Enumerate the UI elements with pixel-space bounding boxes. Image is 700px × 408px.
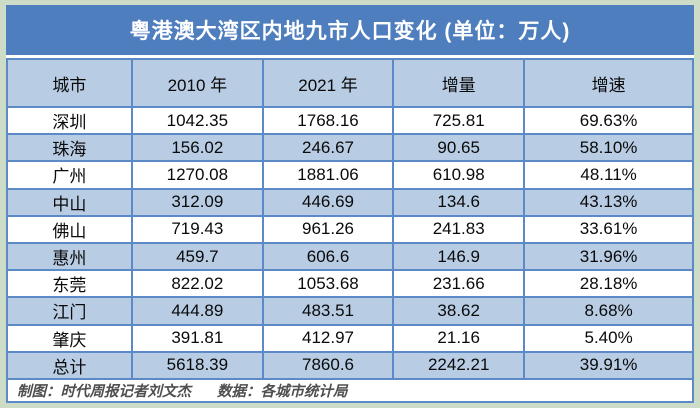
- table-body: 深圳 1042.35 1768.16 725.81 69.63% 珠海 156.02 246.…: [6, 105, 694, 381]
- col-header-2021: 2021 年: [261, 58, 395, 108]
- table-cell: 58.10%: [523, 133, 694, 163]
- table-cell: 48.11%: [523, 160, 694, 190]
- table-cell: 69.63%: [523, 105, 694, 136]
- table-cell: 822.02: [130, 269, 264, 299]
- col-header-growth-rate: 增速: [523, 58, 694, 108]
- table-cell: 312.09: [130, 187, 264, 217]
- table-cell: 中山: [6, 187, 133, 217]
- table-cell: 总计: [6, 350, 133, 381]
- table-row: 东莞 822.02 1053.68 231.66 28.18%: [6, 269, 694, 299]
- table-cell: 241.83: [392, 214, 526, 244]
- table-row: 江门 444.89 483.51 38.62 8.68%: [6, 296, 694, 326]
- header-row: 城市 2010 年 2021 年 增量 增速: [6, 58, 694, 108]
- table-cell: 156.02: [130, 133, 264, 163]
- table-cell: 606.6: [261, 241, 395, 272]
- table-cell: 446.69: [261, 187, 395, 217]
- col-header-increase: 增量: [392, 58, 526, 108]
- table-card: 粤港澳大湾区内地九市人口变化 (单位：万人) 城市 2010 年 2021 年 …: [6, 5, 694, 403]
- table-row: 珠海 156.02 246.67 90.65 58.10%: [6, 133, 694, 163]
- table-row: 肇庆 391.81 412.97 21.16 5.40%: [6, 323, 694, 353]
- table-cell: 38.62: [392, 296, 526, 326]
- title-divider: [6, 55, 694, 58]
- col-header-city: 城市: [6, 58, 133, 108]
- table-cell: 深圳: [6, 105, 133, 136]
- table-cell: 610.98: [392, 160, 526, 190]
- table-cell: 5.40%: [523, 323, 694, 353]
- table-cell: 1042.35: [130, 105, 264, 136]
- table-cell: 珠海: [6, 133, 133, 163]
- table-cell: 39.91%: [523, 350, 694, 381]
- table-cell: 31.96%: [523, 241, 694, 272]
- credit-text: 制图：时代周报记者刘文杰: [17, 384, 191, 400]
- footer-cell: 制图：时代周报记者刘文杰 数据：各城市统计局: [6, 378, 694, 403]
- table-cell: 444.89: [130, 296, 264, 326]
- table-cell: 肇庆: [6, 323, 133, 353]
- table-cell: 2242.21: [392, 350, 526, 381]
- population-table: 城市 2010 年 2021 年 增量 增速 深圳 1042.35 1768.16 7…: [6, 58, 694, 403]
- table-cell: 43.13%: [523, 187, 694, 217]
- table-cell: 惠州: [6, 241, 133, 272]
- table-cell: 33.61%: [523, 214, 694, 244]
- page-title: 粤港澳大湾区内地九市人口变化 (单位：万人): [129, 20, 571, 43]
- table-cell: 江门: [6, 296, 133, 326]
- table-cell: 90.65: [392, 133, 526, 163]
- table-cell: 231.66: [392, 269, 526, 299]
- table-cell: 1053.68: [261, 269, 395, 299]
- table-cell: 1270.08: [130, 160, 264, 190]
- table-cell: 1881.06: [261, 160, 395, 190]
- table-cell: 7860.6: [261, 350, 395, 381]
- footer-row: 制图：时代周报记者刘文杰 数据：各城市统计局: [6, 378, 694, 403]
- table-cell: 146.9: [392, 241, 526, 272]
- table-cell: 5618.39: [130, 350, 264, 381]
- table-cell: 483.51: [261, 296, 395, 326]
- table-cell: 21.16: [392, 323, 526, 353]
- title-bar: 粤港澳大湾区内地九市人口变化 (单位：万人): [6, 5, 694, 55]
- table-cell: 459.7: [130, 241, 264, 272]
- table-row: 深圳 1042.35 1768.16 725.81 69.63%: [6, 105, 694, 136]
- table-cell: 东莞: [6, 269, 133, 299]
- table-row: 中山 312.09 446.69 134.6 43.13%: [6, 187, 694, 217]
- table-cell: 391.81: [130, 323, 264, 353]
- table-cell: 246.67: [261, 133, 395, 163]
- table-cell: 28.18%: [523, 269, 694, 299]
- table-row: 惠州 459.7 606.6 146.9 31.96%: [6, 241, 694, 272]
- table-row: 总计 5618.39 7860.6 2242.21 39.91%: [6, 350, 694, 381]
- table-cell: 412.97: [261, 323, 395, 353]
- table-row: 佛山 719.43 961.26 241.83 33.61%: [6, 214, 694, 244]
- table-cell: 1768.16: [261, 105, 395, 136]
- table-cell: 134.6: [392, 187, 526, 217]
- table-cell: 佛山: [6, 214, 133, 244]
- table-cell: 719.43: [130, 214, 264, 244]
- table-cell: 广州: [6, 160, 133, 190]
- table-cell: 961.26: [261, 214, 395, 244]
- table-cell: 725.81: [392, 105, 526, 136]
- table-row: 广州 1270.08 1881.06 610.98 48.11%: [6, 160, 694, 190]
- col-header-2010: 2010 年: [130, 58, 264, 108]
- source-text: 数据：各城市统计局: [217, 384, 348, 400]
- table-cell: 8.68%: [523, 296, 694, 326]
